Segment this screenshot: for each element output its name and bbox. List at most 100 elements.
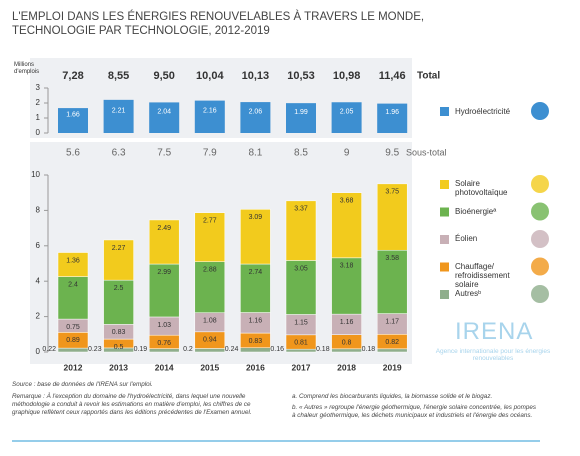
bar-segment <box>103 279 134 325</box>
value-label: 1.66 <box>66 111 80 118</box>
value-label: 0.82 <box>385 339 399 346</box>
x-tick-label: 2017 <box>292 362 311 372</box>
legend-swatch <box>440 107 449 116</box>
chart-title: L'EMPLOI DANS LES ÉNERGIES RENOUVELABLES… <box>12 11 425 37</box>
y-tick-label: 6 <box>36 241 41 250</box>
value-label: 0.75 <box>66 324 80 331</box>
value-label: 0.5 <box>114 344 124 351</box>
value-label: 1.96 <box>385 109 399 116</box>
legend-icon <box>531 202 549 221</box>
bar <box>240 102 271 133</box>
value-label: 2.49 <box>157 225 171 232</box>
total-label: 7,28 <box>62 70 83 82</box>
bar-segment <box>376 348 408 353</box>
value-label: 0.24 <box>225 346 239 353</box>
value-label: 0.8 <box>342 339 352 346</box>
bar <box>377 103 408 133</box>
subtotal-label: 9.5 <box>385 148 399 159</box>
y-tick-label: 1 <box>36 113 41 122</box>
bar-segment <box>103 239 134 281</box>
value-label: 0.18 <box>362 346 376 353</box>
value-label: 1.08 <box>203 318 217 325</box>
value-label: 3.05 <box>294 265 308 272</box>
value-label: 1.15 <box>294 319 308 326</box>
legend-swatch <box>440 235 449 244</box>
watermark-tagline: Agence internationale pour les énergies … <box>435 348 551 362</box>
bar-segment <box>285 200 317 261</box>
y-tick-label: 2 <box>36 98 41 107</box>
value-label: 2.5 <box>114 285 124 292</box>
watermark: IRENA <box>455 318 534 345</box>
legend-icon <box>531 285 549 303</box>
legend-icon <box>531 102 549 120</box>
value-label: 0.83 <box>249 338 263 345</box>
value-label: 3.68 <box>340 198 354 205</box>
value-label: 0.94 <box>203 337 217 344</box>
value-label: 0.18 <box>316 346 330 353</box>
total-label: 8,55 <box>108 70 129 82</box>
value-label: 1.16 <box>340 319 354 326</box>
legend-label: Hydroélectricité <box>455 107 511 116</box>
bar <box>194 100 225 133</box>
value-label: 2.99 <box>157 269 171 276</box>
bar <box>149 102 180 133</box>
value-label: 2.77 <box>203 218 217 225</box>
bar-segment <box>376 183 408 251</box>
subtotal-label: 6.3 <box>112 148 126 159</box>
value-label: 0.83 <box>112 329 126 336</box>
total-label: 9,50 <box>153 70 174 82</box>
bar-segment <box>240 209 271 265</box>
bar-segment <box>148 219 180 265</box>
bar-segment <box>194 212 226 262</box>
y-tick-label: 4 <box>36 276 41 285</box>
value-label: 2.74 <box>249 269 263 276</box>
legend-icon <box>531 257 549 276</box>
subtotal-label: 7.5 <box>157 148 171 159</box>
bar-segment <box>240 263 271 313</box>
value-label: 0.2 <box>183 346 193 353</box>
subtotal-label: 8.5 <box>294 148 308 159</box>
subtotal-label: 9 <box>344 148 350 159</box>
value-label: 2.21 <box>112 107 126 114</box>
value-label: 2.4 <box>68 281 78 288</box>
note-a: a. Comprend les biocarburants liquides, … <box>292 393 493 400</box>
value-label: 3.18 <box>340 263 354 270</box>
y-tick-label: 3 <box>36 83 41 92</box>
y-tick-label: 8 <box>36 206 41 215</box>
subtotal-name: Sous-total <box>406 147 447 157</box>
bar-segment <box>285 260 317 315</box>
value-label: 1.16 <box>249 317 263 324</box>
bar-segment <box>331 192 362 259</box>
bar-segment <box>331 348 362 353</box>
value-label: 2.05 <box>340 108 354 115</box>
bar <box>286 103 316 133</box>
bar-segment <box>57 347 89 353</box>
bar-segment <box>57 252 89 277</box>
value-label: 1.17 <box>385 318 399 325</box>
total-label: 11,46 <box>379 70 406 82</box>
value-label: 0.22 <box>42 346 56 353</box>
y-tick-label: 0 <box>36 128 41 137</box>
bar-segment <box>331 257 362 315</box>
y-tick-label: 2 <box>36 312 41 321</box>
value-label: 1.03 <box>157 322 171 329</box>
bar-segment <box>57 276 89 320</box>
value-label: 2.16 <box>203 108 217 115</box>
legend-swatch <box>440 207 449 217</box>
value-label: 2.06 <box>249 108 263 115</box>
value-label: 0.81 <box>294 340 308 347</box>
bar-segment <box>148 263 180 318</box>
x-tick-label: 2013 <box>109 362 128 372</box>
legend-label: Bioénergieª <box>455 206 497 216</box>
y-label: Millions d'emplois <box>14 62 40 75</box>
value-label: 2.88 <box>203 267 217 274</box>
value-label: 2.27 <box>112 245 126 252</box>
subtotal-label: 8.1 <box>248 148 262 159</box>
bar <box>58 108 88 133</box>
source: Source : base de données de l'IRENA sur … <box>12 381 153 388</box>
legend-label: Chauffage/ refroidissement solaire <box>455 261 510 289</box>
x-tick-label: 2014 <box>155 362 174 372</box>
bar <box>331 102 362 133</box>
